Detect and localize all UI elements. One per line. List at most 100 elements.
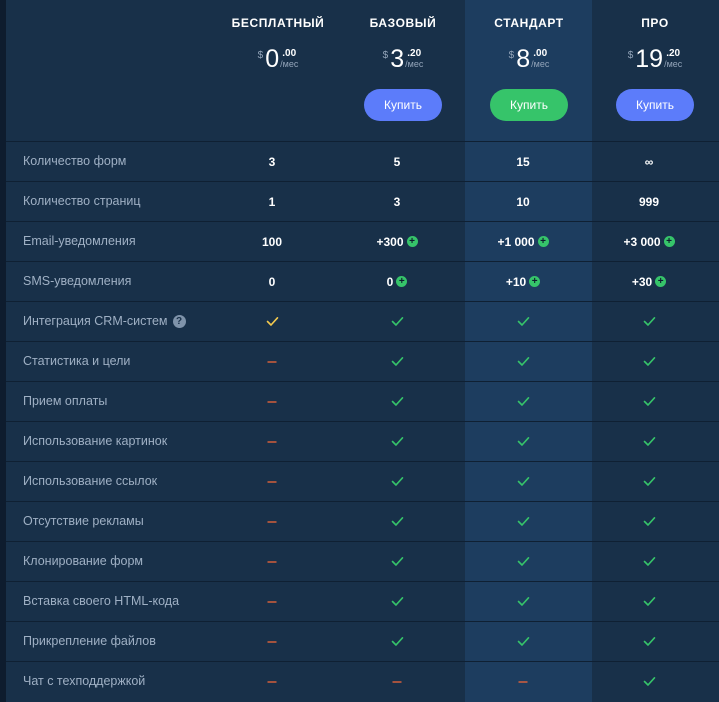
feature-value: +10 + (463, 262, 583, 301)
feature-label: Чат с техподдержкой (23, 662, 145, 701)
buy-button[interactable]: Купить (490, 89, 568, 121)
value-text: 0 (268, 274, 276, 289)
help-icon[interactable]: ? (172, 315, 186, 329)
value-text: 3 (268, 154, 276, 169)
plan-name: БАЗОВЫЙ (369, 16, 437, 30)
feature-value (212, 302, 332, 341)
value-text: +30 (631, 274, 653, 289)
feature-value (212, 422, 332, 461)
dash-icon (518, 680, 528, 684)
feature-row: Использование картинок (6, 421, 719, 461)
check-icon (517, 476, 530, 487)
feature-value (337, 302, 457, 341)
check-icon (643, 676, 656, 687)
plus-icon[interactable]: + (537, 236, 549, 247)
feature-value (337, 662, 457, 701)
plus-icon[interactable]: + (406, 236, 418, 247)
feature-value (337, 422, 457, 461)
feature-value (337, 462, 457, 501)
feature-row: Вставка своего HTML-кода (6, 581, 719, 621)
feature-value (337, 382, 457, 421)
feature-value (212, 542, 332, 581)
check-icon (643, 356, 656, 367)
check-icon (391, 516, 404, 527)
feature-value (337, 502, 457, 541)
feature-row: Отсутствие рекламы (6, 501, 719, 541)
feature-label-text: Прием оплаты (23, 394, 108, 408)
feature-value (463, 622, 583, 661)
feature-value (589, 422, 709, 461)
feature-value: 1 (212, 182, 332, 221)
feature-value: +300 + (337, 222, 457, 261)
feature-label: Интеграция CRM-систем? (23, 302, 186, 341)
value-text: 15 (516, 154, 530, 169)
feature-value: 3 (212, 142, 332, 181)
feature-label-text: Email-уведомления (23, 234, 136, 248)
feature-label-text: Отсутствие рекламы (23, 514, 144, 528)
value-text: +1 000 (497, 234, 535, 249)
feature-label: Количество форм (23, 142, 126, 181)
price-amount: 19 (635, 45, 664, 73)
plan-price: $3.20/мес (343, 44, 463, 78)
feature-value: ∞ (589, 142, 709, 181)
feature-row: Прием оплаты (6, 381, 719, 421)
feature-value: 100 (212, 222, 332, 261)
price-suffix: .20/мес (664, 48, 682, 69)
price-period: /мес (664, 59, 683, 69)
feature-value (337, 622, 457, 661)
dash-icon (267, 560, 277, 564)
feature-value (589, 462, 709, 501)
feature-value: 15 (463, 142, 583, 181)
check-icon (517, 316, 530, 327)
plan-column: ПРО $19.20/мес Купить (595, 0, 715, 141)
value-text: +3 000 (623, 234, 661, 249)
feature-value (212, 622, 332, 661)
dash-icon (267, 680, 277, 684)
check-icon (517, 636, 530, 647)
feature-row: Интеграция CRM-систем? (6, 301, 719, 341)
feature-value (337, 542, 457, 581)
value-text: 3 (393, 194, 401, 209)
buy-button[interactable]: Купить (364, 89, 442, 121)
feature-row: Прикрепление файлов (6, 621, 719, 661)
feature-label-text: Прикрепление файлов (23, 634, 156, 648)
feature-label-text: Статистика и цели (23, 354, 131, 368)
feature-value: 10 (463, 182, 583, 221)
check-icon (517, 516, 530, 527)
check-icon (391, 596, 404, 607)
price-amount: 3 (390, 45, 405, 73)
feature-label: Прикрепление файлов (23, 622, 156, 661)
feature-value (212, 662, 332, 701)
dash-icon (392, 680, 402, 684)
price-period: /мес (405, 59, 424, 69)
check-icon (643, 596, 656, 607)
feature-value (212, 502, 332, 541)
check-icon (643, 316, 656, 327)
check-icon (391, 556, 404, 567)
plan-price: $8.00/мес (469, 44, 589, 78)
plus-icon[interactable]: + (396, 276, 408, 287)
feature-label: Отсутствие рекламы (23, 502, 144, 541)
feature-value (212, 382, 332, 421)
feature-value (337, 582, 457, 621)
plus-icon[interactable]: + (663, 236, 675, 247)
feature-label: SMS-уведомления (23, 262, 131, 301)
feature-label-text: Использование картинок (23, 434, 168, 448)
plan-price: $19.20/мес (595, 44, 715, 78)
plus-icon[interactable]: + (529, 276, 541, 287)
feature-value (463, 422, 583, 461)
check-icon (643, 396, 656, 407)
value-text: +300 (376, 234, 404, 249)
feature-value (212, 582, 332, 621)
price-period: /мес (280, 59, 299, 69)
feature-label: Прием оплаты (23, 382, 107, 421)
check-icon (517, 396, 530, 407)
plus-icon[interactable]: + (655, 276, 667, 287)
dash-icon (267, 480, 277, 484)
feature-value (589, 662, 709, 701)
buy-button[interactable]: Купить (616, 89, 694, 121)
plan-name: БЕСПЛАТНЫЙ (231, 16, 325, 30)
check-icon (643, 516, 656, 527)
check-icon (391, 436, 404, 447)
feature-label: Использование картинок (23, 422, 167, 461)
